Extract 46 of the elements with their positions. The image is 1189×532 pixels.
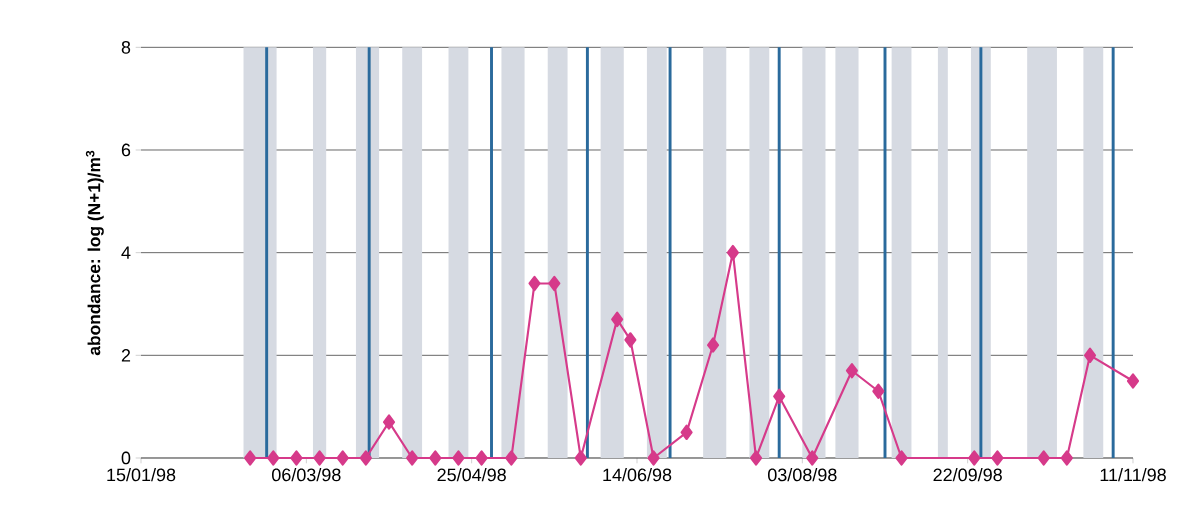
y-tick-label: 8	[121, 40, 131, 54]
point	[1083, 347, 1097, 364]
point	[548, 275, 561, 292]
point	[528, 275, 541, 292]
x-tick-label: 22/09/98	[933, 468, 1002, 482]
y-tick-label: 0	[121, 451, 131, 465]
x-tick-label: 25/04/98	[437, 468, 506, 482]
point	[1060, 450, 1073, 466]
point	[267, 450, 280, 466]
x-tick-label: 03/08/98	[768, 468, 837, 482]
point	[806, 450, 819, 466]
point	[895, 450, 908, 466]
point	[313, 450, 326, 466]
y-tick-label: 6	[121, 143, 131, 157]
y-tick-label: 2	[121, 349, 131, 362]
point	[429, 450, 442, 466]
x-tick-label: 15/01/98	[107, 468, 176, 482]
point	[872, 383, 885, 399]
point	[647, 450, 660, 466]
point	[991, 450, 1004, 466]
x-tick-label: 14/06/98	[603, 468, 672, 482]
point	[244, 450, 257, 466]
point	[726, 244, 739, 261]
y-axis-title: abondance: log (N+1)/m$^{3}$	[85, 150, 104, 356]
point	[452, 450, 465, 466]
point	[611, 311, 624, 328]
point	[406, 450, 419, 466]
point	[336, 450, 349, 466]
x-tick-label: 06/03/98	[272, 468, 341, 482]
y-tick-label: 4	[121, 246, 131, 259]
point	[290, 450, 303, 466]
point	[773, 388, 786, 405]
point	[359, 450, 372, 466]
point	[968, 450, 981, 466]
point	[749, 450, 763, 466]
point	[624, 332, 637, 348]
point	[706, 337, 720, 353]
point	[574, 450, 587, 466]
point	[382, 414, 396, 430]
point	[1037, 450, 1050, 466]
point	[505, 450, 518, 466]
point	[475, 450, 488, 466]
x-tick-label: 11/11/98	[1100, 468, 1166, 482]
point	[680, 424, 693, 441]
point	[845, 362, 858, 379]
point	[1126, 373, 1140, 389]
